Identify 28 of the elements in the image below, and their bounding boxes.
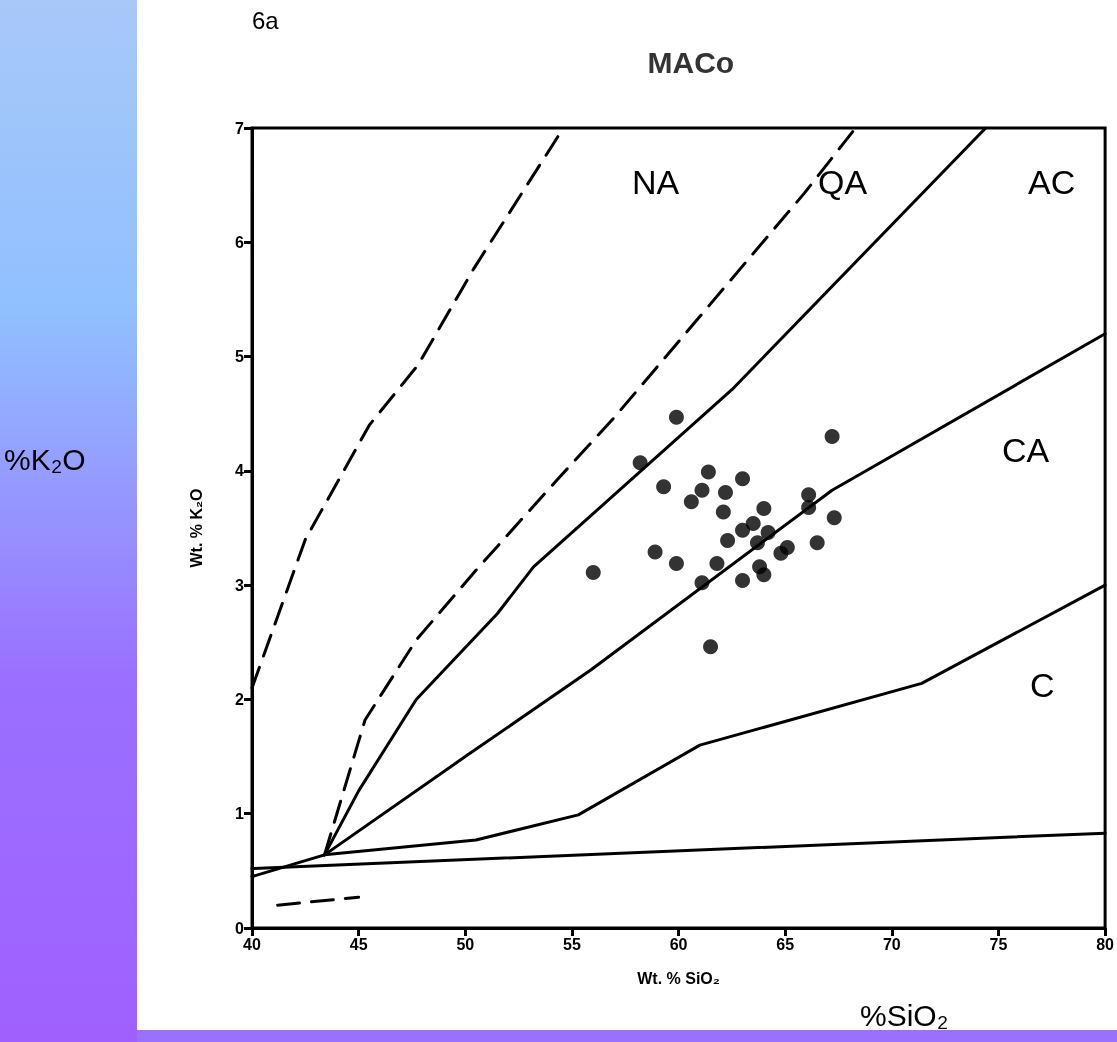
x-tick-label: 55 [563,935,581,953]
x-tick-label: 40 [243,935,261,953]
y-tick-label: 5 [235,348,245,366]
y-tick-label: 1 [235,805,245,823]
y-tick-label: 7 [235,119,245,137]
x-tick-label: 80 [1096,935,1115,953]
annotation: NA [632,163,680,201]
annotation: AC [1028,163,1076,201]
annotation: QA [818,163,868,201]
annotation: C [1030,666,1055,704]
y-tick-label: 3 [235,576,245,594]
x-tick-label: 50 [456,935,475,953]
x-tick-label: 70 [882,935,901,953]
chart-title: MACo [647,45,735,79]
x-tick-label: 75 [989,935,1008,953]
x-tick-label: 60 [669,935,688,953]
x-tick-label: 65 [776,935,795,953]
text: 6a [252,6,280,34]
annotation: CA [1002,431,1050,469]
y-tick-label: 0 [235,919,245,937]
y-tick-label: 4 [235,462,245,480]
y-tick-label: 2 [235,690,245,708]
text: %SiO₂ [860,998,949,1032]
text: %K₂O [4,442,86,476]
y-axis-title: Wt. % K₂O [187,488,205,568]
x-axis-title: Wt. % SiO₂ [637,969,720,987]
y-tick-label: 6 [235,233,245,251]
x-tick-label: 45 [349,935,368,953]
